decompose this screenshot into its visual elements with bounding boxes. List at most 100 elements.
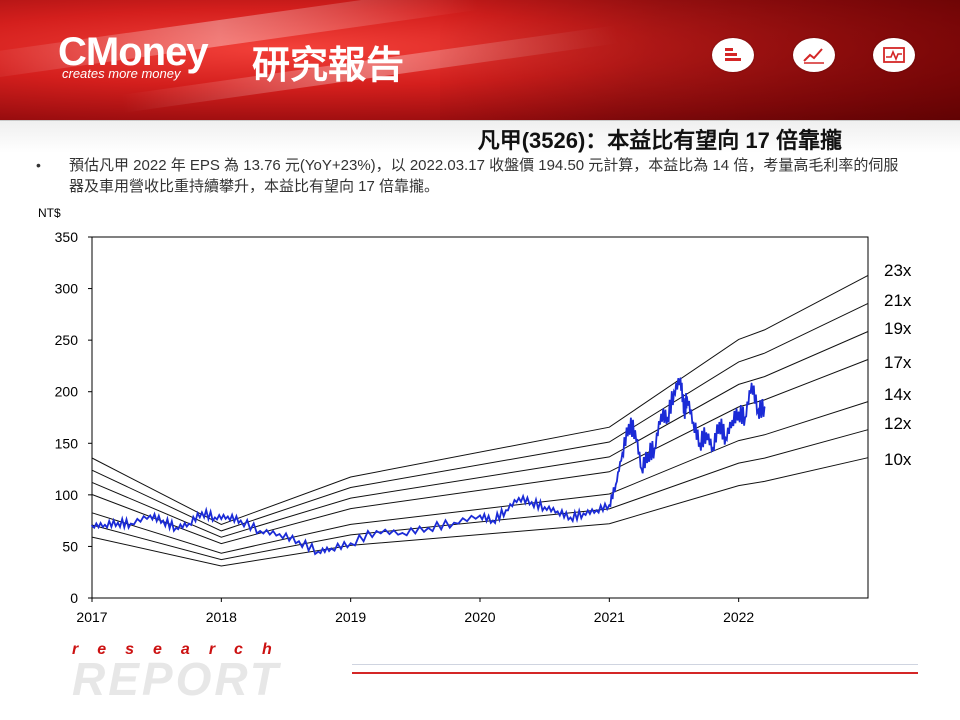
y-tick-label: 50 bbox=[62, 538, 78, 554]
y-tick-label: 200 bbox=[55, 384, 79, 400]
band-line-10x bbox=[91, 457, 869, 567]
price-point bbox=[278, 533, 281, 535]
price-point bbox=[660, 413, 662, 416]
price-point bbox=[117, 521, 119, 524]
brand-subtitle: 研究報告 bbox=[252, 45, 405, 87]
price-point bbox=[750, 382, 753, 385]
price-point bbox=[259, 530, 261, 532]
price-point bbox=[744, 416, 746, 419]
pulse-chart-icon[interactable] bbox=[873, 38, 915, 72]
price-point bbox=[582, 512, 585, 515]
x-tick-label: 2019 bbox=[335, 609, 366, 625]
price-point bbox=[595, 509, 598, 512]
band-line-17x bbox=[91, 359, 869, 545]
bullet-icon: • bbox=[36, 157, 41, 173]
y-tick-label: 250 bbox=[55, 332, 79, 348]
price-point bbox=[673, 390, 675, 393]
price-point bbox=[317, 550, 320, 553]
band-label-12x: 12x bbox=[884, 414, 912, 433]
plot-area bbox=[91, 236, 869, 599]
price-point bbox=[718, 421, 721, 424]
price-point bbox=[705, 432, 708, 434]
price-point bbox=[226, 515, 229, 518]
price-point bbox=[621, 452, 624, 455]
price-point bbox=[479, 514, 481, 517]
x-tick-label: 2017 bbox=[76, 609, 107, 625]
price-point bbox=[162, 519, 165, 522]
line-chart-icon[interactable] bbox=[793, 38, 835, 72]
price-point bbox=[640, 468, 643, 470]
price-point bbox=[104, 523, 106, 526]
brand-tagline: creates more money bbox=[62, 66, 181, 81]
price-point bbox=[556, 510, 559, 513]
footer-divider-blue bbox=[352, 664, 918, 665]
band-line-14x bbox=[91, 401, 869, 554]
price-series-line bbox=[91, 378, 766, 556]
band-label-10x: 10x bbox=[884, 450, 912, 469]
price-point bbox=[492, 519, 494, 522]
y-tick-label: 150 bbox=[55, 435, 79, 451]
price-point bbox=[175, 527, 178, 529]
price-point bbox=[201, 511, 203, 514]
price-point bbox=[763, 406, 766, 409]
y-axis-unit-label: NT$ bbox=[38, 206, 61, 220]
x-tick-label: 2022 bbox=[723, 609, 754, 625]
price-point bbox=[530, 501, 533, 503]
price-point bbox=[149, 514, 152, 517]
price-point bbox=[699, 442, 701, 445]
slide-note: 預估凡甲 2022 年 EPS 為 13.76 元(YoY+23%)，以 202… bbox=[69, 157, 899, 195]
price-point bbox=[737, 411, 740, 414]
brand-logo: CMoney bbox=[58, 30, 209, 74]
price-point bbox=[679, 377, 682, 380]
price-point bbox=[129, 522, 132, 525]
x-tick-label: 2020 bbox=[464, 609, 495, 625]
price-point bbox=[427, 527, 430, 529]
price-point bbox=[724, 437, 727, 439]
band-label-21x: 21x bbox=[884, 291, 912, 310]
title-bar: 凡甲(3526)：本益比有望向 17 倍靠攏 bbox=[0, 120, 960, 153]
band-label-23x: 23x bbox=[884, 261, 912, 280]
x-tick-label: 2018 bbox=[206, 609, 237, 625]
price-point bbox=[569, 516, 572, 519]
price-point bbox=[543, 506, 546, 509]
footer-watermark: REPORT bbox=[72, 653, 281, 705]
price-point bbox=[692, 421, 695, 424]
slide-title: 凡甲(3526)：本益比有望向 17 倍靠攏 bbox=[477, 128, 842, 153]
price-point bbox=[330, 547, 333, 550]
footer-divider-red bbox=[352, 672, 918, 674]
price-point bbox=[517, 497, 520, 499]
price-point bbox=[239, 519, 242, 522]
y-tick-label: 0 bbox=[70, 590, 78, 606]
price-point bbox=[683, 411, 686, 414]
price-point bbox=[608, 504, 611, 507]
price-point bbox=[614, 483, 617, 486]
bars-icon[interactable] bbox=[712, 38, 754, 72]
y-tick-label: 300 bbox=[55, 281, 79, 297]
band-label-14x: 14x bbox=[884, 385, 912, 404]
band-line-23x bbox=[91, 274, 869, 526]
price-point bbox=[627, 423, 630, 426]
price-point bbox=[666, 416, 669, 419]
price-point bbox=[757, 409, 759, 412]
price-point bbox=[298, 540, 300, 543]
band-label-17x: 17x bbox=[884, 353, 912, 372]
price-point bbox=[453, 521, 455, 524]
price-point bbox=[653, 447, 656, 450]
band-line-19x bbox=[91, 331, 869, 538]
price-point bbox=[731, 419, 734, 422]
y-tick-label: 350 bbox=[55, 229, 79, 245]
price-point bbox=[401, 532, 404, 534]
x-tick-label: 2021 bbox=[594, 609, 625, 625]
band-line-21x bbox=[91, 302, 869, 532]
price-point bbox=[686, 396, 688, 398]
price-point bbox=[214, 516, 216, 519]
price-point bbox=[647, 452, 649, 455]
header-banner: CMoney 研究報告 creates more money bbox=[0, 0, 960, 120]
band-label-19x: 19x bbox=[884, 319, 912, 338]
price-point bbox=[505, 509, 507, 512]
price-point bbox=[375, 530, 378, 532]
price-point bbox=[188, 522, 190, 525]
price-point bbox=[91, 524, 93, 527]
price-point bbox=[634, 430, 637, 432]
